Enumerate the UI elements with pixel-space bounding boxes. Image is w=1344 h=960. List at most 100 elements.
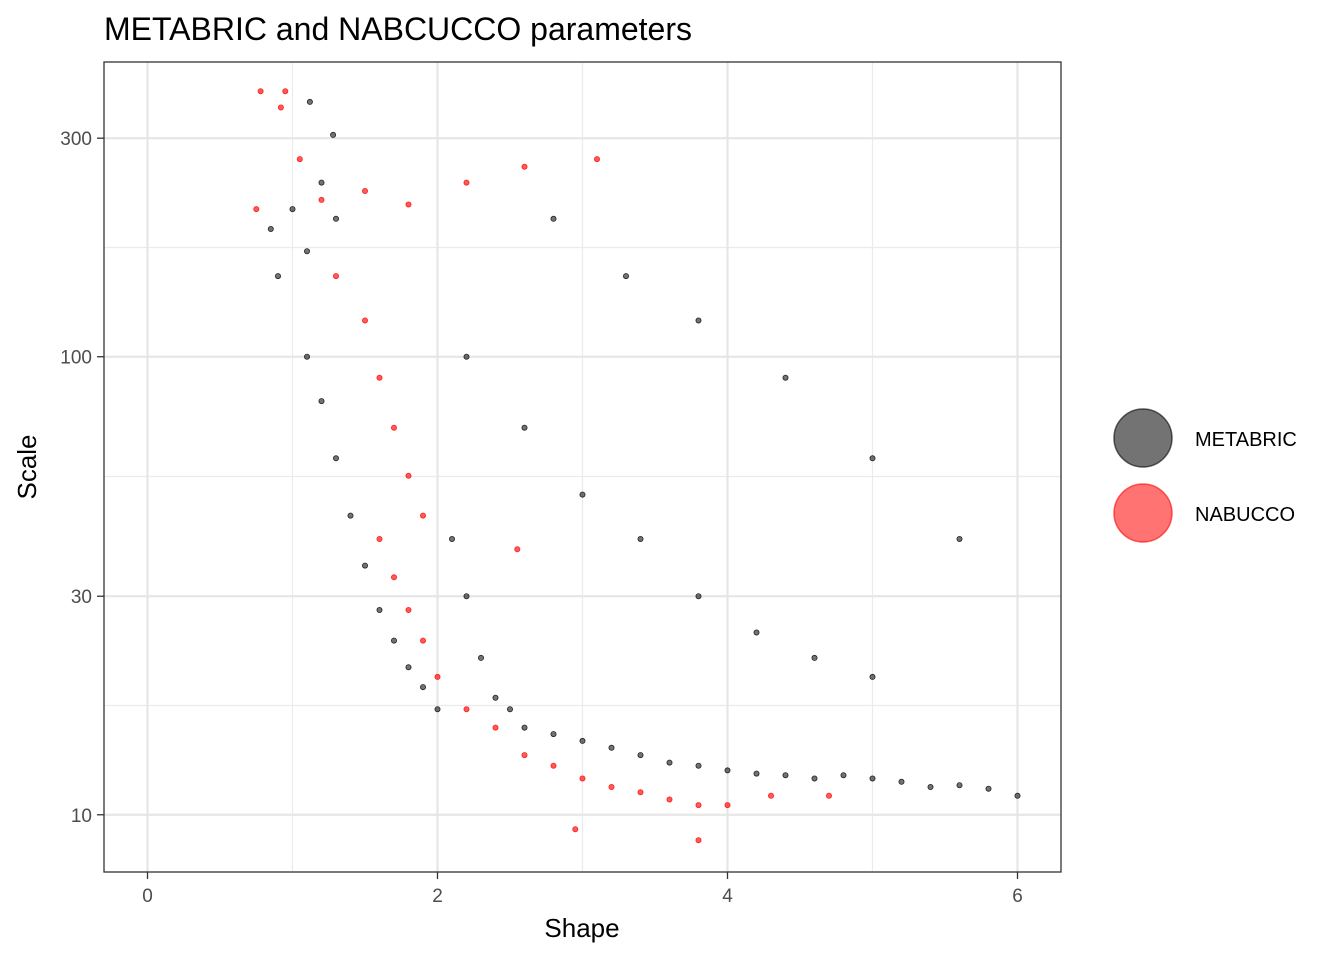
metabric-point: [811, 775, 818, 782]
metabric-point: [1014, 792, 1021, 799]
metabric-point: [448, 536, 455, 543]
nabucco-point: [361, 187, 368, 194]
minor-gridlines: [104, 62, 1061, 872]
nabucco-point: [434, 673, 441, 680]
nabucco-point: [768, 792, 775, 799]
x-axis-title: Shape: [544, 913, 619, 943]
nabucco-point: [390, 574, 397, 581]
nabucco-point: [361, 317, 368, 324]
nabucco-point: [521, 752, 528, 759]
metabric-point: [898, 778, 905, 785]
metabric-point: [521, 724, 528, 731]
nabucco-point: [695, 837, 702, 844]
metabric-point: [347, 512, 354, 519]
nabucco-point: [608, 784, 615, 791]
plot-panel-border: [103, 61, 1062, 873]
x-axis-ticks: 0 2 4 6: [142, 872, 1023, 907]
metabric-point: [985, 785, 992, 792]
nabucco-point: [376, 536, 383, 543]
nabucco-point: [332, 273, 339, 280]
metabric-point: [492, 694, 499, 701]
metabric-point: [303, 248, 310, 255]
legend-label-metabric: METABRIC: [1195, 429, 1297, 451]
metabric-point: [267, 225, 274, 232]
nabucco-point: [514, 546, 521, 553]
metabric-point: [463, 593, 470, 600]
metabric-point: [956, 782, 963, 789]
metabric-point: [956, 536, 963, 543]
metabric-point: [637, 752, 644, 759]
nabucco-point: [637, 789, 644, 796]
y-tick-label: 10: [71, 806, 92, 827]
metabric-point: [419, 684, 426, 691]
metabric-point: [753, 770, 760, 777]
nabucco-point: [253, 206, 260, 213]
metabric-point: [695, 317, 702, 324]
metabric-point: [579, 737, 586, 744]
nabucco-point: [594, 156, 601, 163]
nabucco-point: [724, 802, 731, 809]
nabucco-point: [521, 163, 528, 170]
nabucco-point: [419, 637, 426, 644]
metabric-point: [869, 775, 876, 782]
metabric-point: [695, 762, 702, 769]
metabric-point: [303, 353, 310, 360]
nabucco-point: [492, 724, 499, 731]
nabucco-point: [463, 706, 470, 713]
nabucco-point: [405, 472, 412, 479]
metabric-point: [289, 206, 296, 213]
nabucco-point: [666, 796, 673, 803]
x-tick-label: 4: [722, 886, 733, 907]
y-axis-ticks: 10 30 100 300: [60, 129, 104, 827]
x-tick-label: 2: [432, 886, 443, 907]
y-tick-label: 30: [71, 587, 92, 608]
major-gridlines: [104, 62, 1061, 872]
metabric-point: [390, 637, 397, 644]
nabucco-points: [253, 88, 833, 844]
metabric-point: [869, 673, 876, 680]
metabric-point: [840, 772, 847, 779]
y-tick-label: 300: [60, 129, 92, 150]
metabric-point: [434, 706, 441, 713]
nabucco-point: [695, 802, 702, 809]
x-tick-label: 6: [1012, 886, 1023, 907]
metabric-point: [330, 131, 337, 138]
metabric-point: [637, 536, 644, 543]
metabric-point: [753, 629, 760, 636]
nabucco-point: [550, 762, 557, 769]
nabucco-point: [390, 424, 397, 431]
nabucco-point: [277, 104, 284, 111]
nabucco-point: [376, 374, 383, 381]
metabric-point: [376, 607, 383, 614]
legend: METABRIC NABUCCO: [1113, 408, 1297, 543]
metabric-point: [318, 179, 325, 186]
metabric-point: [521, 424, 528, 431]
legend-key-nabucco: [1113, 483, 1173, 543]
metabric-point: [782, 374, 789, 381]
nabucco-point: [257, 88, 264, 95]
nabucco-point: [296, 156, 303, 163]
metabric-point: [274, 273, 281, 280]
y-tick-label: 100: [60, 348, 92, 369]
metabric-point: [623, 273, 630, 280]
metabric-point: [405, 664, 412, 671]
nabucco-point: [579, 775, 586, 782]
metabric-point: [506, 706, 513, 713]
metabric-point: [550, 731, 557, 738]
metabric-point: [550, 215, 557, 222]
legend-label-nabucco: NABUCCO: [1195, 504, 1295, 526]
metabric-point: [332, 215, 339, 222]
metabric-point: [463, 353, 470, 360]
metabric-point: [579, 491, 586, 498]
nabucco-point: [572, 826, 579, 833]
y-axis-title: Scale: [12, 434, 42, 499]
metabric-point: [666, 759, 673, 766]
metabric-point: [608, 744, 615, 751]
metabric-point: [724, 767, 731, 774]
metabric-point: [318, 398, 325, 405]
nabucco-point: [405, 201, 412, 208]
nabucco-point: [419, 512, 426, 519]
metabric-point: [811, 654, 818, 661]
nabucco-point: [826, 792, 833, 799]
